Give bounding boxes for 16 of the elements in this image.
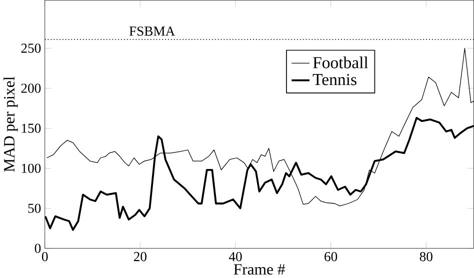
legend-label: Tennis [312, 74, 356, 86]
x-tick-label: 80 [420, 252, 432, 262]
legend-label: Football [313, 56, 368, 68]
y-tick-label: 50 [28, 204, 41, 213]
y-tick-label: 200 [21, 84, 41, 93]
x-axis-title: Frame # [234, 264, 285, 275]
y-axis-title: MAD per pixel [4, 76, 18, 172]
x-tick-label: 60 [324, 252, 338, 262]
y-tick-label: 100 [22, 164, 41, 173]
x-tick-label: 40 [228, 252, 242, 262]
y-tick-label: 250 [21, 44, 41, 53]
y-tick-label: 0 [34, 244, 41, 253]
x-tick-label: 0 [42, 252, 48, 262]
y-tick-label: 150 [22, 124, 41, 133]
ref-line-label: FSBMA [129, 26, 176, 36]
x-tick-label: 20 [134, 252, 146, 262]
